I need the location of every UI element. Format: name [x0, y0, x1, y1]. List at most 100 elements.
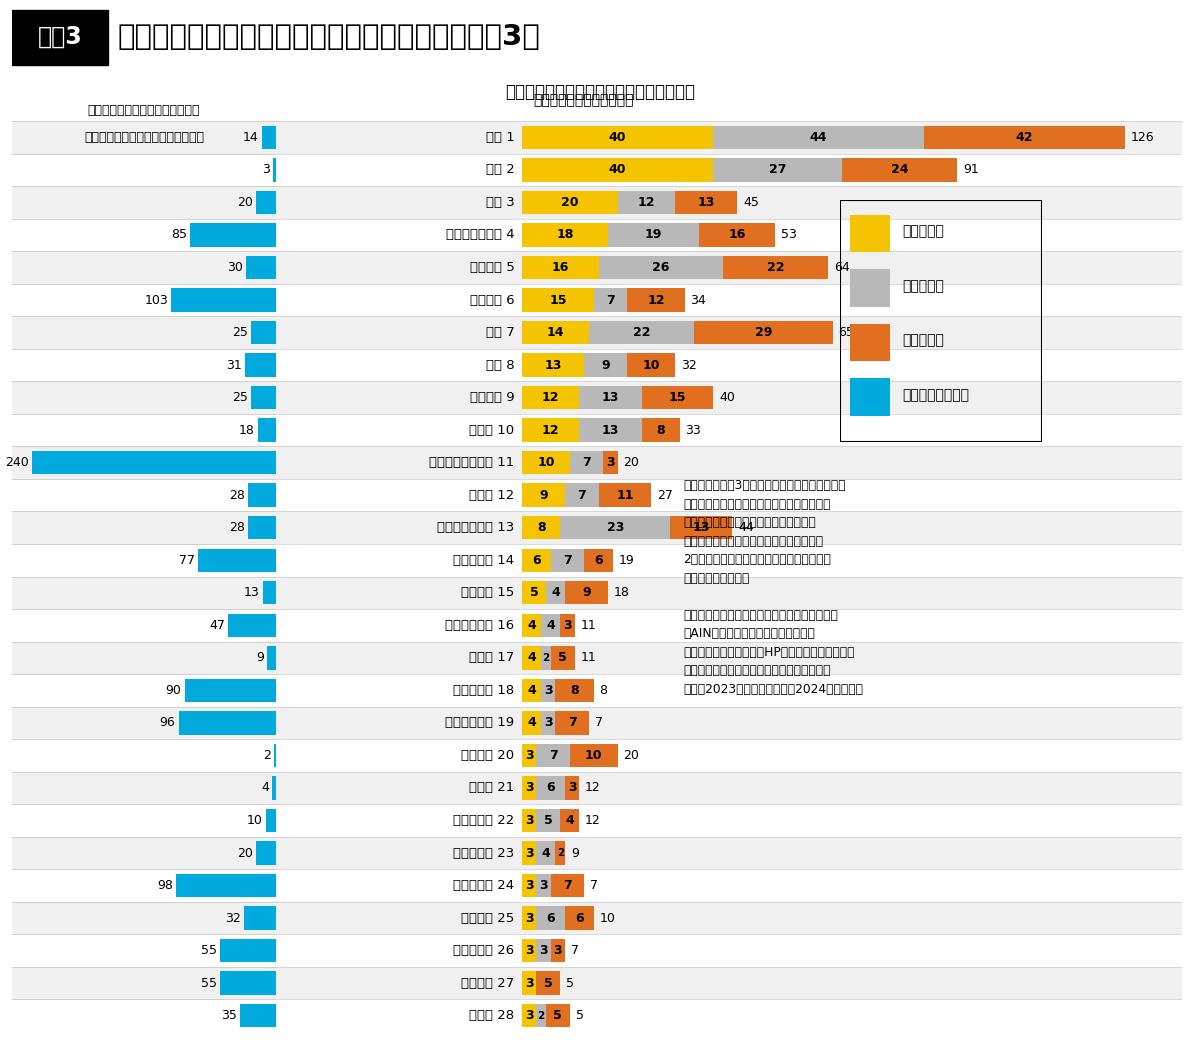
Text: 12: 12: [542, 423, 559, 437]
Text: 7: 7: [571, 945, 578, 957]
Text: 4: 4: [527, 683, 536, 697]
Text: 10: 10: [642, 359, 660, 372]
Bar: [276, 609, 522, 641]
Text: 図表3: 図表3: [38, 24, 83, 48]
Text: 3: 3: [563, 619, 571, 632]
Text: ブラジル 20: ブラジル 20: [462, 749, 515, 762]
Text: 20: 20: [236, 196, 253, 208]
Bar: [522, 186, 1200, 219]
Bar: [276, 219, 540, 252]
Bar: [220, 939, 276, 962]
Bar: [522, 316, 1200, 349]
Bar: [276, 641, 522, 674]
Text: 5: 5: [566, 976, 574, 990]
Bar: [276, 772, 522, 804]
Bar: [522, 776, 536, 799]
Bar: [244, 907, 276, 930]
Text: 27: 27: [656, 489, 673, 501]
Bar: [12, 512, 276, 544]
Text: 64: 64: [834, 261, 850, 274]
Text: 3: 3: [544, 716, 553, 730]
Bar: [276, 349, 540, 381]
Bar: [276, 186, 540, 219]
Bar: [522, 939, 536, 962]
Text: 55: 55: [202, 945, 217, 957]
Text: 23: 23: [606, 521, 624, 534]
Bar: [276, 446, 522, 479]
Text: 12: 12: [647, 294, 665, 306]
Bar: [190, 223, 276, 246]
Bar: [12, 870, 276, 901]
Text: 19: 19: [619, 554, 635, 567]
Text: ジョージア 24: ジョージア 24: [454, 879, 515, 892]
FancyBboxPatch shape: [850, 270, 890, 306]
Bar: [541, 647, 551, 670]
Text: 65: 65: [839, 326, 854, 339]
Text: 44: 44: [738, 521, 754, 534]
Text: パリオリンピック各国メダル数ランキング: パリオリンピック各国メダル数ランキング: [505, 82, 695, 101]
Text: 5: 5: [576, 1009, 583, 1022]
Bar: [522, 972, 536, 995]
Bar: [522, 252, 1200, 283]
Text: セルビア 27: セルビア 27: [461, 976, 515, 990]
Bar: [12, 641, 276, 674]
Bar: [522, 901, 1200, 934]
Text: 11: 11: [581, 652, 596, 664]
Text: 3: 3: [524, 945, 534, 957]
Bar: [276, 901, 522, 934]
Text: 8: 8: [570, 683, 578, 697]
Bar: [12, 772, 276, 804]
Text: オーストラリア 4: オーストラリア 4: [446, 229, 515, 241]
Text: 英国 7: 英国 7: [486, 326, 515, 339]
Text: イタリア 9: イタリア 9: [470, 391, 515, 404]
Text: 10: 10: [247, 814, 263, 827]
Bar: [522, 154, 1200, 186]
Bar: [276, 999, 540, 1032]
Bar: [12, 186, 276, 219]
Bar: [276, 739, 540, 772]
Bar: [522, 219, 1200, 252]
Bar: [276, 707, 522, 739]
Text: 3: 3: [524, 879, 534, 892]
Bar: [276, 414, 522, 446]
Text: 16: 16: [728, 229, 746, 241]
Bar: [276, 804, 522, 837]
Bar: [12, 283, 276, 316]
Bar: [546, 581, 565, 604]
Text: 33: 33: [685, 423, 701, 437]
Text: ドイツ 10: ドイツ 10: [469, 423, 515, 437]
Text: 7: 7: [590, 879, 598, 892]
Bar: [694, 321, 833, 344]
Text: ケニア 17: ケニア 17: [469, 652, 515, 664]
Text: 4: 4: [527, 716, 536, 730]
Bar: [522, 809, 536, 832]
Text: スウェーデン 16: スウェーデン 16: [445, 619, 515, 632]
Bar: [522, 289, 594, 312]
Bar: [522, 354, 584, 377]
Bar: [722, 256, 828, 279]
Bar: [276, 512, 522, 544]
Text: 9: 9: [571, 847, 578, 859]
Bar: [12, 707, 276, 739]
Text: 44: 44: [810, 131, 827, 144]
FancyBboxPatch shape: [850, 215, 890, 252]
Bar: [584, 549, 613, 572]
Text: 27: 27: [769, 163, 787, 177]
Bar: [276, 349, 522, 381]
Bar: [247, 516, 276, 539]
Text: オランダ 6: オランダ 6: [470, 294, 515, 306]
Text: 29: 29: [755, 326, 773, 339]
Bar: [276, 577, 522, 609]
Text: 6: 6: [546, 781, 556, 794]
Text: 13: 13: [601, 423, 619, 437]
Bar: [276, 577, 540, 609]
Bar: [256, 191, 276, 214]
Text: 7: 7: [568, 716, 576, 730]
Bar: [12, 121, 276, 154]
Text: 15: 15: [668, 391, 686, 404]
Bar: [276, 544, 522, 577]
Text: 2: 2: [557, 848, 564, 858]
Bar: [12, 316, 276, 349]
Bar: [276, 479, 540, 512]
Bar: [172, 289, 276, 312]
